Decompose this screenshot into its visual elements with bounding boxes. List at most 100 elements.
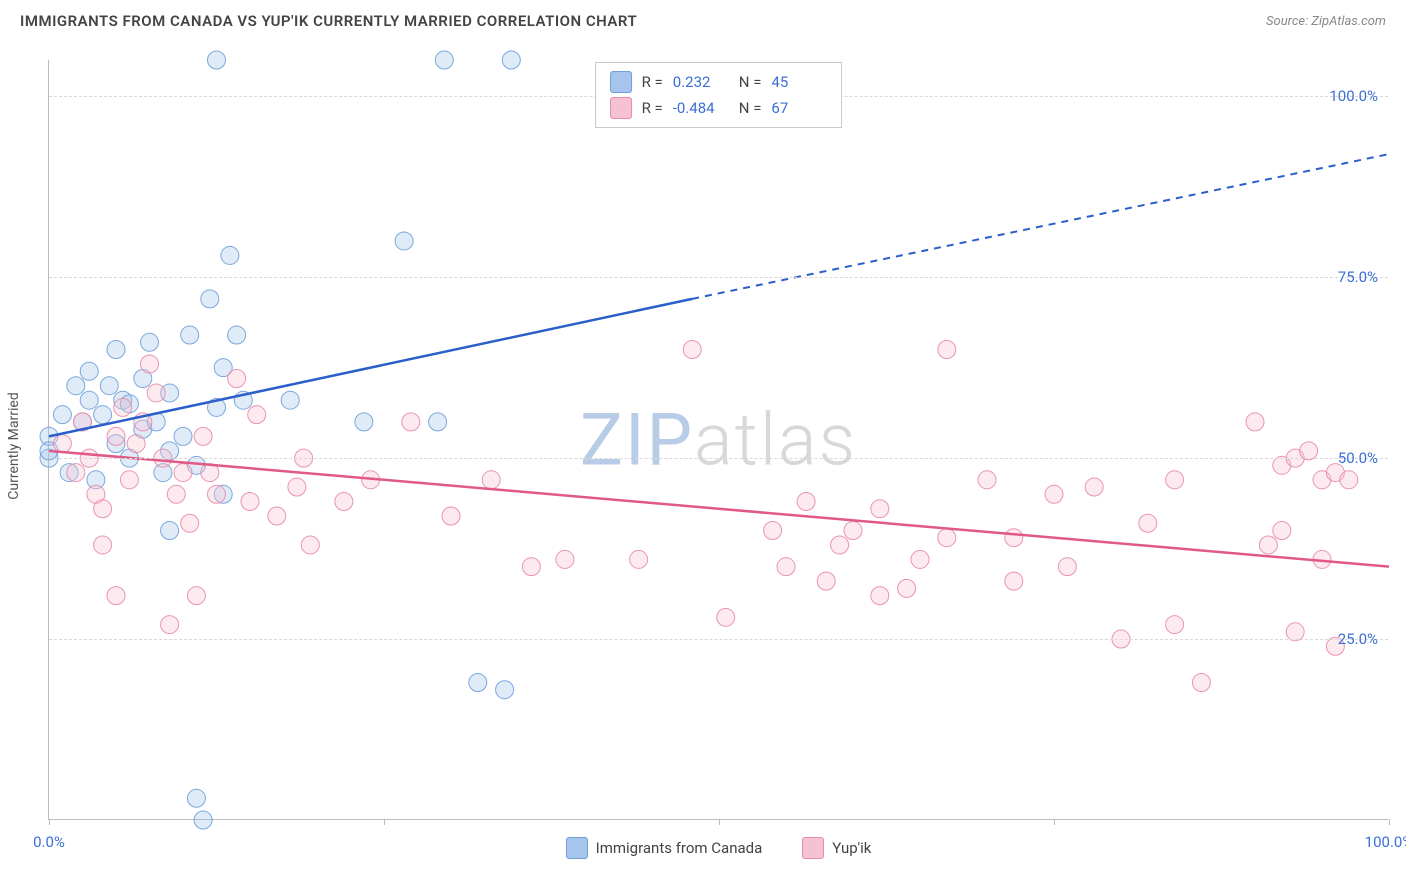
data-point [288,478,306,496]
data-point [80,362,98,380]
y-tick-label: 25.0% [1338,630,1378,648]
swatch-series-1 [610,71,632,93]
data-point [228,326,246,344]
data-point [1005,572,1023,590]
data-point [107,427,125,445]
data-point [181,514,199,532]
data-point [94,406,112,424]
data-point [978,471,996,489]
data-point [94,500,112,518]
data-point [522,558,540,576]
data-point [1166,471,1184,489]
data-point [241,493,259,511]
data-point [301,536,319,554]
stats-row-series-1: R = 0.232 N = 45 [610,69,828,95]
data-point [194,811,212,829]
data-point [831,536,849,554]
data-point [107,587,125,605]
data-point [777,558,795,576]
data-point [871,587,889,605]
data-point [114,398,132,416]
data-point [435,51,453,69]
legend-label-1: Immigrants from Canada [596,839,763,857]
data-point [395,232,413,250]
data-point [67,377,85,395]
data-point [208,51,226,69]
data-point [938,341,956,359]
legend-swatch-1 [566,837,588,859]
y-tick-label: 50.0% [1338,449,1378,467]
data-point [127,435,145,453]
scatter-plot-svg [49,60,1388,819]
data-point [248,406,266,424]
gridline-h [49,458,1388,459]
stats-legend: R = 0.232 N = 45 R = -0.484 N = 67 [595,62,843,128]
chart-title: IMMIGRANTS FROM CANADA VS YUP'IK CURRENT… [20,12,637,30]
data-point [67,464,85,482]
data-point [764,521,782,539]
data-point [1058,558,1076,576]
data-point [442,507,460,525]
data-point [844,521,862,539]
data-point [502,51,520,69]
data-point [100,377,118,395]
data-point [1005,529,1023,547]
data-point [335,493,353,511]
data-point [717,608,735,626]
data-point [141,355,159,373]
data-point [1246,413,1264,431]
y-tick-label: 75.0% [1338,268,1378,286]
legend-item-2: Yup'ik [802,837,871,859]
legend-swatch-2 [802,837,824,859]
data-point [167,485,185,503]
x-tick [1389,819,1390,825]
gridline-h [49,639,1388,640]
data-point [281,391,299,409]
gridline-h [49,277,1388,278]
data-point [1192,673,1210,691]
n-value-2: 67 [771,99,827,117]
legend-item-1: Immigrants from Canada [566,837,763,859]
bottom-legend: Immigrants from Canada Yup'ik [49,837,1388,859]
data-point [221,246,239,264]
data-point [1045,485,1063,503]
source-label: Source: ZipAtlas.com [1266,14,1386,29]
data-point [683,341,701,359]
data-point [817,572,835,590]
data-point [187,587,205,605]
data-point [228,369,246,387]
data-point [120,471,138,489]
chart-area: ZIPatlas R = 0.232 N = 45 R = -0.484 N =… [48,60,1388,820]
data-point [268,507,286,525]
data-point [355,413,373,431]
r-value-1: 0.232 [673,73,729,91]
data-point [107,341,125,359]
data-point [911,550,929,568]
data-point [141,333,159,351]
stats-row-series-2: R = -0.484 N = 67 [610,95,828,121]
data-point [871,500,889,518]
x-tick-label: 0.0% [33,833,65,851]
data-point [161,616,179,634]
data-point [556,550,574,568]
data-point [469,673,487,691]
data-point [1085,478,1103,496]
r-value-2: -0.484 [673,99,729,117]
data-point [174,427,192,445]
x-tick [719,819,720,825]
data-point [630,550,648,568]
data-point [94,536,112,554]
y-axis-label: Currently Married [6,392,22,499]
x-tick-label: 100.0% [1365,833,1406,851]
data-point [174,464,192,482]
data-point [194,427,212,445]
data-point [161,521,179,539]
data-point [938,529,956,547]
data-point [147,384,165,402]
data-point [1340,471,1358,489]
data-point [187,789,205,807]
legend-label-2: Yup'ik [832,839,871,857]
x-tick [1054,819,1055,825]
data-point [402,413,420,431]
data-point [429,413,447,431]
